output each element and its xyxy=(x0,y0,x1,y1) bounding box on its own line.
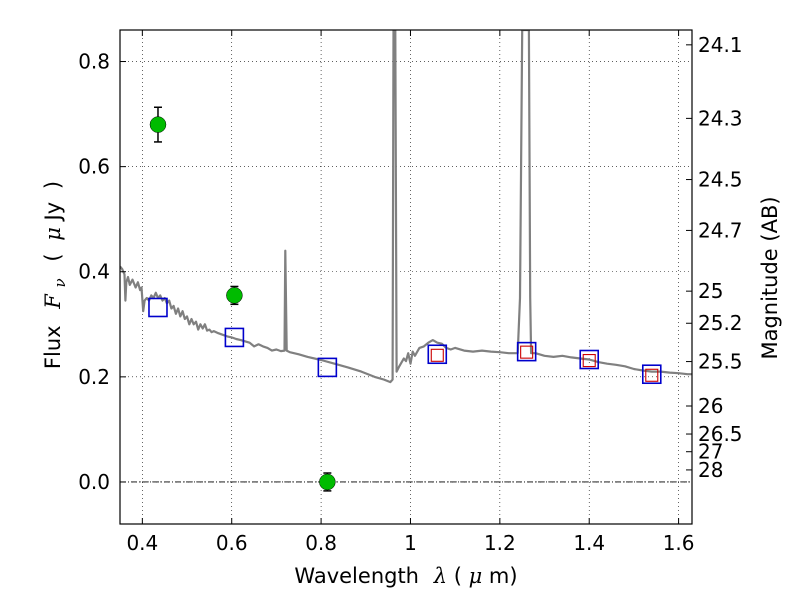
y2-tick-label: 24.5 xyxy=(698,168,743,192)
model-photometry-square xyxy=(516,341,537,362)
y-axis-mu: μ xyxy=(41,227,65,241)
x-tick-label: 0.4 xyxy=(126,531,158,555)
model-in-band-square xyxy=(582,354,596,368)
x-tick-label: 1.2 xyxy=(484,531,516,555)
y-axis-label-word: Flux xyxy=(41,325,65,369)
y2-tick-label: 24.7 xyxy=(698,218,743,242)
model-in-band-square xyxy=(520,345,534,359)
y2-tick-label: 25 xyxy=(698,279,723,303)
plot-frame xyxy=(119,29,693,525)
x-tick-label: 0.6 xyxy=(216,531,248,555)
x-axis-label: Wavelength λ ( μ m) xyxy=(294,564,517,588)
x-axis-mu: μ xyxy=(469,564,483,588)
y-axis-label: Flux F ν ( μ Jy ) xyxy=(41,181,70,369)
y2-tick-label: 25.5 xyxy=(698,350,743,374)
axis-ticks: 0.4 0.6 0.8 1 1.2 1.4 1.6 0.0 0.2 0.4 0.6 0.8 24.1 24… xyxy=(78,30,743,555)
grid xyxy=(120,30,692,524)
observed-point xyxy=(319,473,336,491)
model-photometry-square xyxy=(427,344,448,365)
y-tick-label: 0.8 xyxy=(78,50,110,74)
observed-point xyxy=(226,287,243,304)
model-photometry-square xyxy=(641,364,662,385)
y-tick-label: 0.2 xyxy=(78,365,110,389)
y2-tick-label: 24.3 xyxy=(698,106,743,130)
x-tick-label: 0.8 xyxy=(305,531,337,555)
y-tick-label: 0.4 xyxy=(78,260,110,284)
x-tick-label: 1 xyxy=(404,531,417,555)
y-axis-nu: ν xyxy=(51,278,69,287)
y-tick-label: 0.6 xyxy=(78,155,110,179)
model-photometry-square xyxy=(148,297,168,318)
model-photometry-square xyxy=(579,349,600,370)
y2-tick-label: 28 xyxy=(698,458,723,482)
y2-axis-label: Magnitude (AB) xyxy=(758,196,782,359)
x-tick-label: 1.4 xyxy=(573,531,605,555)
x-axis-label-word: Wavelength xyxy=(294,564,419,588)
y-axis-paren-close: ) xyxy=(41,181,65,189)
y-axis-paren-open: ( xyxy=(41,253,65,261)
x-axis-paren-open: ( xyxy=(454,564,462,588)
model-spectrum-line xyxy=(120,30,692,384)
y2-tick-label: 25.2 xyxy=(698,311,743,335)
x-axis-lambda: λ xyxy=(433,564,447,588)
x-axis-unit: m) xyxy=(489,564,518,588)
y-axis-unit: Jy xyxy=(41,202,65,223)
model-photometry-square xyxy=(317,357,338,378)
observed-point xyxy=(149,116,167,133)
y2-tick-label: 24.1 xyxy=(698,33,743,57)
model-photometry-square xyxy=(224,327,245,348)
y2-tick-label: 26.5 xyxy=(698,422,743,446)
data-points xyxy=(148,106,662,492)
y2-tick-label: 26 xyxy=(698,394,723,418)
y2-tick-label: 27 xyxy=(698,440,723,464)
y-tick-label: 0.0 xyxy=(78,470,110,494)
x-tick-label: 1.6 xyxy=(663,531,695,555)
model-in-band-square xyxy=(645,368,659,382)
model-in-band-square xyxy=(430,348,444,362)
y-axis-F: F xyxy=(41,293,65,310)
